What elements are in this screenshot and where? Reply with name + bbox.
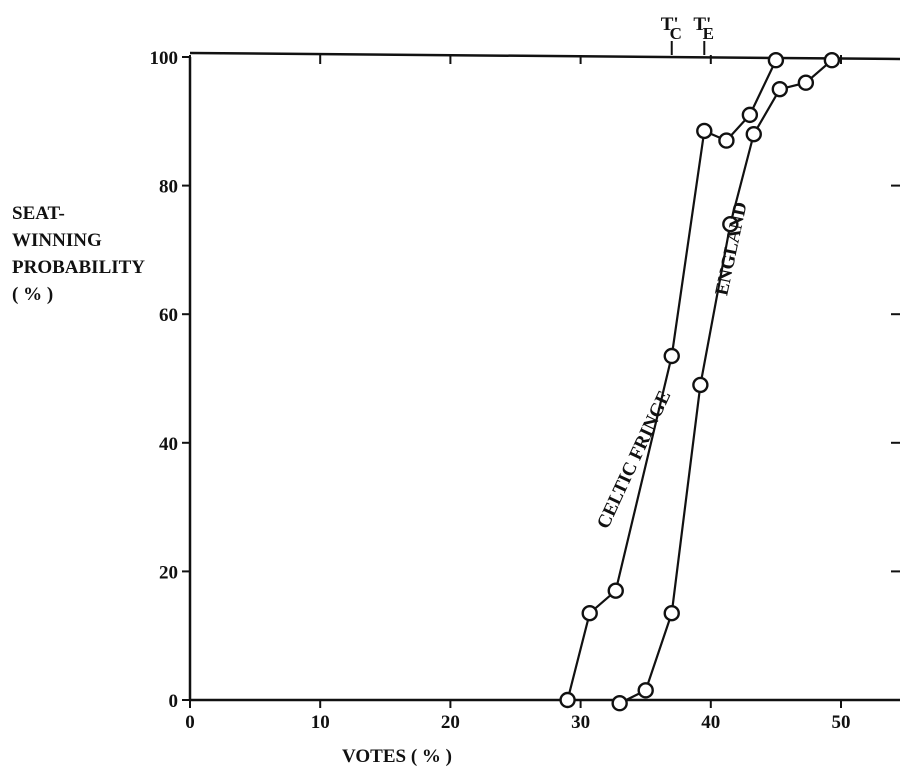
data-point xyxy=(767,52,785,69)
data-point xyxy=(581,604,598,622)
y-tick-label: 40 xyxy=(159,434,178,455)
y-axis-label-line: WINNING xyxy=(12,230,102,251)
y-axis-label-line: SEAT- xyxy=(12,203,65,224)
y-tick-label: 0 xyxy=(169,691,179,712)
data-point xyxy=(823,52,841,69)
data-point xyxy=(607,582,624,599)
data-point xyxy=(611,695,628,712)
x-tick-label: 30 xyxy=(571,712,590,733)
data-point xyxy=(745,125,762,143)
top-axis-line xyxy=(189,51,901,61)
data-point xyxy=(718,132,735,149)
x-axis-label: VOTES ( % ) xyxy=(342,746,452,767)
top-marker-subscript: E xyxy=(703,24,714,43)
y-axis-label-line: PROBABILITY xyxy=(12,257,146,278)
data-point xyxy=(637,682,654,699)
y-tick-label: 80 xyxy=(159,177,178,198)
x-tick-label: 50 xyxy=(832,712,851,733)
data-point xyxy=(797,74,815,91)
series-england xyxy=(611,52,841,712)
series-annotation: ENGLAND xyxy=(711,200,751,297)
top-marker-subscript: C xyxy=(670,24,682,43)
data-point xyxy=(663,347,680,365)
data-point xyxy=(692,376,709,394)
x-tick-label: 0 xyxy=(185,712,195,733)
data-point xyxy=(696,122,713,140)
x-tick-label: 20 xyxy=(441,712,460,733)
y-axis-label-line: ( % ) xyxy=(12,284,54,305)
data-point xyxy=(559,691,576,709)
series-line xyxy=(566,59,777,701)
y-tick-label: 20 xyxy=(159,562,178,583)
x-tick-label: 40 xyxy=(701,712,720,733)
series-celtic-fringe xyxy=(559,52,785,709)
series-line xyxy=(619,59,833,705)
x-tick-label: 10 xyxy=(311,712,330,733)
data-point xyxy=(771,80,789,98)
data-point xyxy=(722,215,739,233)
top-marker-label: T' xyxy=(693,14,711,35)
y-axis-label: SEAT- WINNING PROBABILITY ( % ) xyxy=(12,200,145,308)
top-marker-label: T' xyxy=(661,14,679,35)
y-tick-label: 60 xyxy=(159,305,178,326)
y-tick-label: 100 xyxy=(150,48,179,69)
data-point xyxy=(741,106,759,124)
data-point xyxy=(663,604,680,622)
series-layer xyxy=(559,52,841,712)
